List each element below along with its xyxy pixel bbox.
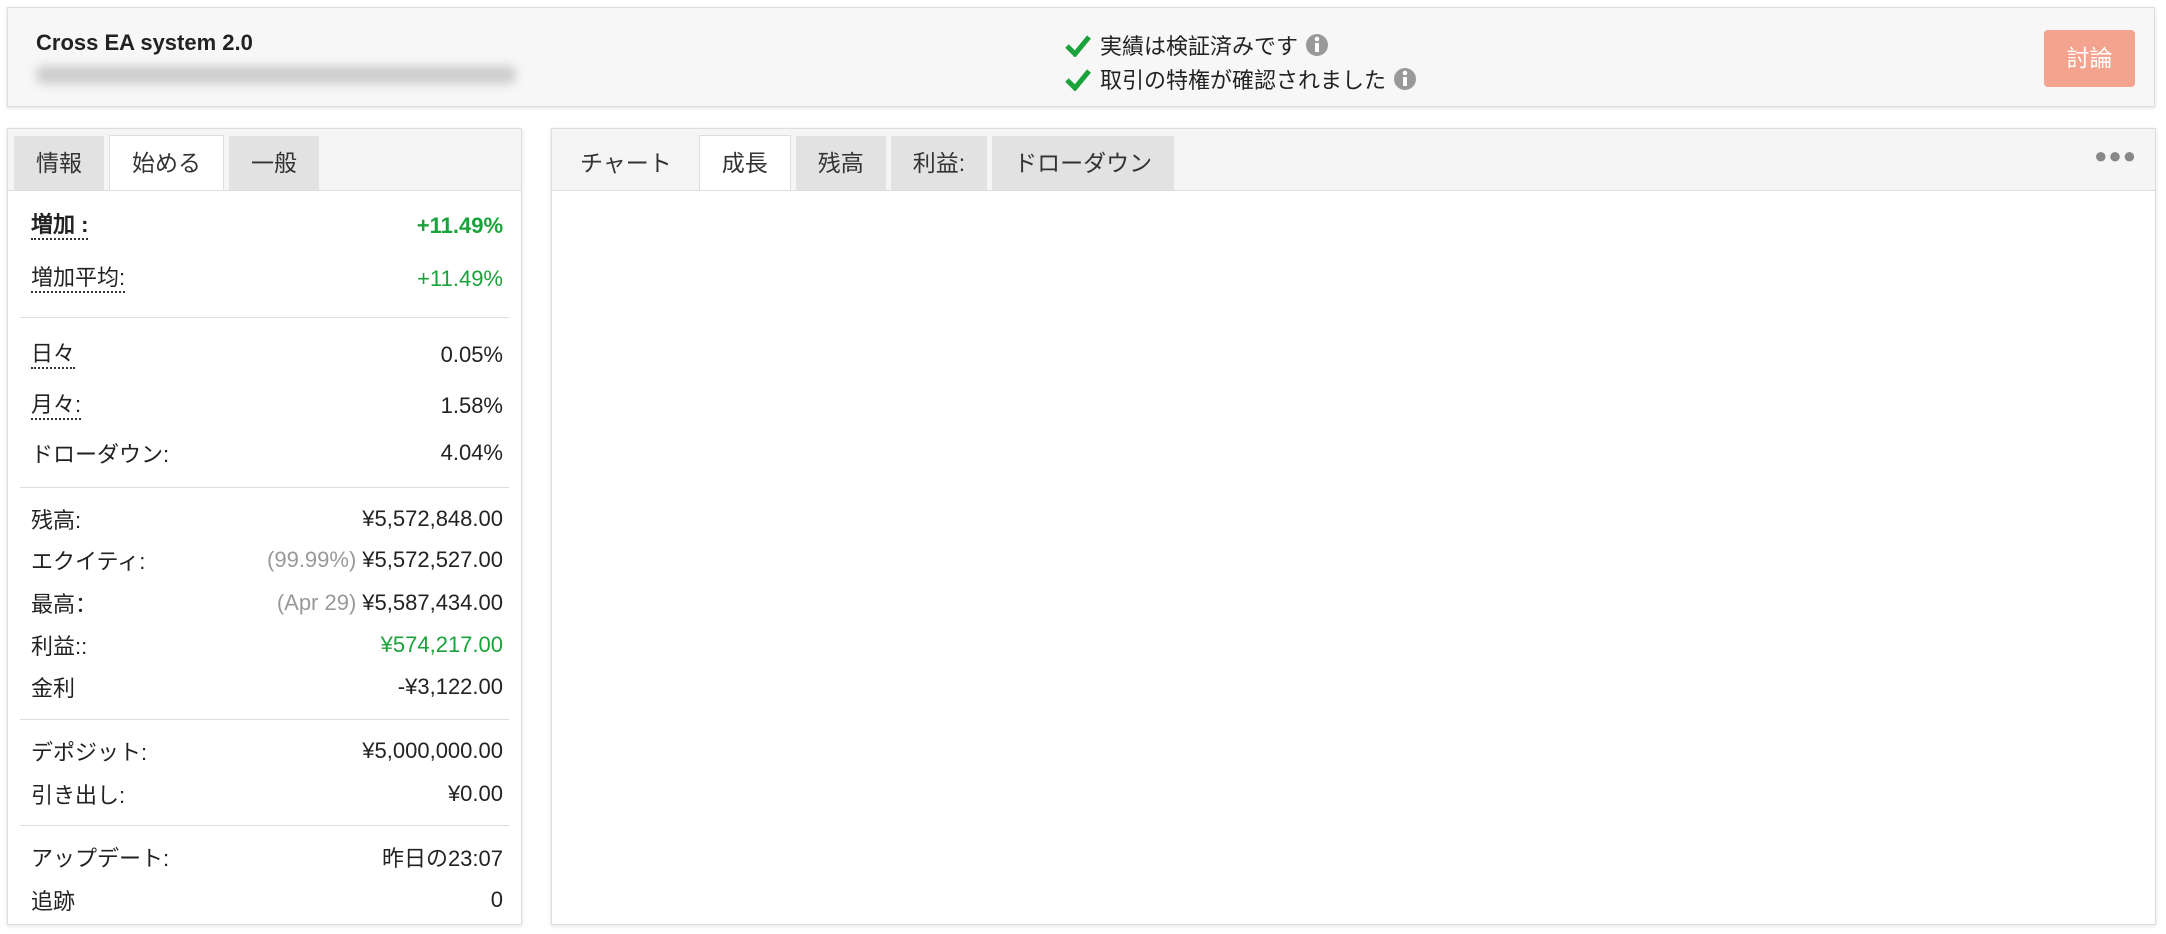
stat-value-wrap: ¥0.00 — [448, 781, 503, 807]
stat-row: 増加平均: +11.49% — [31, 262, 503, 296]
stat-value-wrap: 0.05% — [441, 342, 503, 368]
stat-value: +11.49% — [417, 266, 503, 291]
stat-value: 4.04% — [440, 440, 503, 465]
more-icon[interactable]: ●●● — [2094, 143, 2137, 168]
stat-value-wrap: 0 — [491, 887, 503, 913]
tab[interactable]: ドローダウン — [992, 136, 1175, 190]
tab[interactable]: チャート — [580, 150, 672, 176]
check-icon: 0%4%8%12%16%Oct 03, '21Nov 12, '21Dec 27… — [1065, 35, 1091, 57]
stat-value: ¥0.00 — [447, 781, 503, 806]
stat-value-wrap: (Apr 29) ¥5,587,434.00 — [277, 590, 503, 616]
stat-label: 月々: — [31, 392, 82, 420]
stat-value: ¥574,217.00 — [380, 632, 503, 657]
stat-label: 利益:: — [31, 634, 88, 659]
stat-label: 追跡 — [31, 889, 76, 914]
tab-bar: チャート 成長 残高 利益: ドローダウン — [552, 129, 2155, 191]
tab[interactable]: 成長 — [698, 135, 791, 190]
tab[interactable]: 残高 — [795, 136, 886, 190]
chart — [551, 192, 2154, 922]
discuss-button[interactable]: 討論 — [2044, 30, 2135, 87]
stat-row: 増加 : +11.49% — [31, 209, 503, 243]
stat-note: (99.99%) — [267, 547, 357, 572]
stat-row: 追跡 0 — [31, 883, 503, 917]
verified-badge: 0%4%8%12%16%Oct 03, '21Nov 12, '21Dec 27… — [1064, 28, 1420, 62]
stat-value: 1.58% — [440, 393, 503, 418]
stat-value-wrap: +11.49% — [417, 266, 503, 292]
stat-row: 金利 -¥3,122.00 — [31, 670, 503, 704]
stat-value: ¥5,572,527.00 — [362, 547, 503, 572]
stat-label: 最高： — [31, 592, 98, 617]
stat-value: 0 — [490, 887, 503, 912]
stat-value-wrap: 昨日の23:07 — [382, 841, 503, 873]
stat-row: エクイティ: (99.99%) ¥5,572,527.00 — [31, 543, 503, 577]
check-icon — [1065, 69, 1091, 91]
stat-label: 増加平均: — [31, 265, 126, 293]
chart-panel: チャート 成長 残高 利益: ドローダウン ●●● — [551, 128, 2156, 925]
stat-note: (Apr 29) — [276, 590, 357, 615]
stat-label: エクイティ: — [31, 549, 146, 574]
badge-text: 実績は検証済みです — [1100, 34, 1299, 59]
stat-value-wrap: ¥5,000,000.00 — [362, 738, 503, 764]
info-icon[interactable] — [1386, 66, 1420, 92]
stat-value: -¥3,122.00 — [397, 674, 503, 699]
stat-row: 利益:: ¥574,217.00 — [31, 628, 503, 662]
separator — [20, 487, 509, 488]
stat-row: 引き出し: ¥0.00 — [31, 777, 503, 811]
stats-panel: 情報 始める 一般 増加 : +11.49% 増加平均: +11.49% 日々 0.05% 月々… — [7, 128, 522, 925]
tab[interactable]: 一般 — [229, 136, 319, 190]
tab-bar: 情報 始める 一般 — [8, 129, 521, 191]
separator — [20, 719, 509, 720]
stat-row: 月々: 1.58% — [31, 389, 503, 423]
stat-value-wrap: ¥5,572,848.00 — [362, 506, 503, 532]
badges: 0%4%8%12%16%Oct 03, '21Nov 12, '21Dec 27… — [1064, 28, 1420, 96]
stat-value-wrap: ¥574,217.00 — [381, 632, 503, 658]
separator — [20, 317, 509, 318]
stat-row: 最高： (Apr 29) ¥5,587,434.00 — [31, 586, 503, 620]
stat-value: ¥5,000,000.00 — [362, 738, 503, 763]
blurred-text — [36, 66, 516, 84]
stat-row: ドローダウン: 4.04% — [31, 436, 503, 470]
stat-label: アップデート: — [31, 846, 170, 871]
tab[interactable]: 始める — [109, 135, 224, 190]
separator — [20, 825, 509, 826]
stat-value-wrap: 4.04% — [441, 440, 503, 466]
stat-row: デポジット: ¥5,000,000.00 — [31, 734, 503, 768]
stat-value-wrap: (99.99%) ¥5,572,527.00 — [267, 547, 503, 573]
tab[interactable]: 情報 — [14, 136, 104, 190]
stat-label: 引き出し: — [31, 783, 126, 808]
stat-label: 残高: — [31, 508, 82, 533]
tab[interactable]: 利益: — [890, 136, 988, 190]
system-title: Cross EA system 2.0 — [36, 30, 253, 55]
stat-label: ドローダウン: — [31, 442, 170, 467]
stat-row: アップデート: 昨日の23:07 — [31, 840, 503, 874]
header: Cross EA system 2.0 0%4%8%12%16%Oct 03, … — [7, 7, 2155, 107]
stat-value: ¥5,572,848.00 — [362, 506, 503, 531]
stat-label: デポジット: — [31, 740, 148, 765]
stat-value-wrap: 1.58% — [441, 393, 503, 419]
stat-value-wrap: -¥3,122.00 — [398, 674, 503, 700]
stat-label: 増加 : — [31, 212, 89, 240]
stat-row: 日々 0.05% — [31, 338, 503, 372]
stat-value: +11.49% — [416, 213, 503, 238]
stat-label: 金利 — [31, 676, 76, 701]
stat-value: 0.05% — [440, 342, 503, 367]
stat-label: 日々 — [31, 341, 76, 369]
stat-value: 昨日の23:07 — [381, 846, 503, 871]
info-icon[interactable] — [1298, 32, 1332, 58]
verified-badge: 取引の特権が確認されました — [1064, 62, 1420, 96]
stat-value: ¥5,587,434.00 — [362, 590, 503, 615]
stat-row: 残高: ¥5,572,848.00 — [31, 502, 503, 536]
stat-value-wrap: +11.49% — [417, 213, 503, 239]
badge-text: 取引の特権が確認されました — [1100, 68, 1387, 93]
